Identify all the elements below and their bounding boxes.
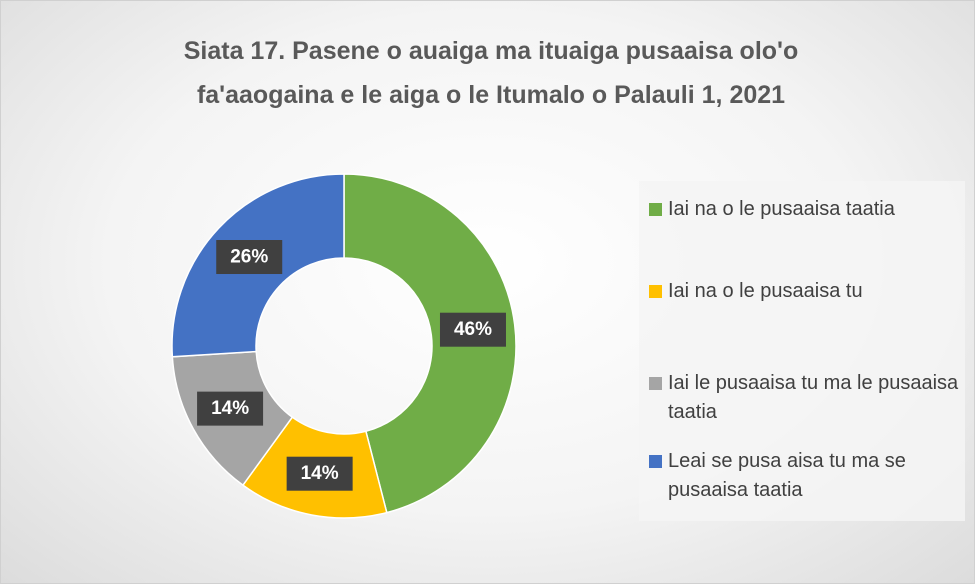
data-label: 26% bbox=[230, 247, 268, 268]
legend-entry: Iai le pusaaisa tu ma le pusaaisa taatia bbox=[649, 369, 959, 427]
legend-label: Iai na o le pusaaisa tu bbox=[668, 280, 863, 302]
legend-label: Iai le pusaaisa tu ma le pusaaisa taatia bbox=[668, 372, 959, 423]
data-label-box bbox=[286, 456, 353, 491]
legend-swatch bbox=[649, 377, 662, 390]
donut-segment bbox=[343, 173, 517, 514]
data-label: 14% bbox=[211, 398, 249, 419]
data-label-box bbox=[216, 240, 283, 275]
chart-title: Siata 17. Pasene o auaiga ma ituaiga pus… bbox=[183, 37, 799, 109]
legend-swatch bbox=[649, 455, 662, 468]
legend: Iai na o le pusaaisa taatia Iai na o le p… bbox=[639, 181, 965, 521]
legend-entry: Leai se pusa aisa tu ma se pusaaisa taat… bbox=[649, 447, 959, 505]
data-label: 14% bbox=[301, 463, 339, 484]
data-label-box bbox=[197, 391, 264, 426]
data-label: 46% bbox=[454, 319, 492, 340]
legend-entry: Iai na o le pusaaisa tu bbox=[649, 277, 959, 306]
legend-label: Iai na o le pusaaisa taatia bbox=[668, 198, 895, 220]
legend-entry: Iai na o le pusaaisa taatia bbox=[649, 195, 959, 224]
legend-swatch bbox=[649, 203, 662, 216]
legend-swatch bbox=[649, 285, 662, 298]
data-label-box bbox=[439, 312, 506, 347]
legend-label: Leai se pusa aisa tu ma se pusaaisa taat… bbox=[668, 450, 906, 501]
